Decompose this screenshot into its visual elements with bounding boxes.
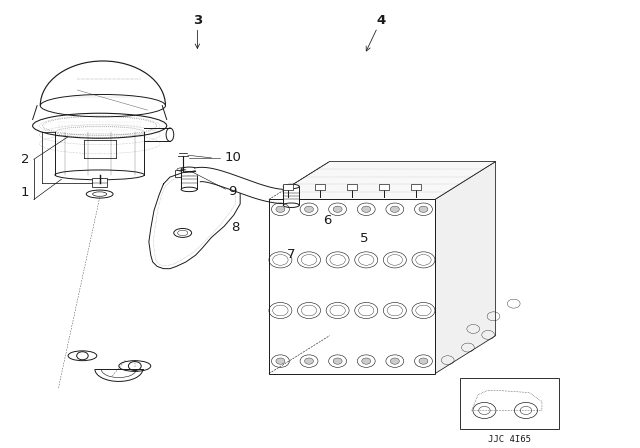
Text: 2: 2 — [20, 153, 29, 166]
Bar — [181, 169, 197, 190]
Text: 8: 8 — [232, 221, 240, 234]
Ellipse shape — [86, 190, 113, 198]
Circle shape — [390, 358, 399, 364]
Ellipse shape — [284, 184, 300, 189]
Ellipse shape — [336, 178, 387, 194]
Circle shape — [419, 206, 428, 212]
Circle shape — [276, 358, 285, 364]
Bar — [175, 169, 190, 177]
Circle shape — [362, 206, 371, 212]
Circle shape — [333, 206, 342, 212]
Polygon shape — [269, 161, 495, 199]
Ellipse shape — [181, 167, 197, 172]
Polygon shape — [435, 161, 495, 374]
Circle shape — [473, 402, 496, 418]
Text: 1: 1 — [20, 186, 29, 199]
Ellipse shape — [68, 351, 97, 361]
Bar — [379, 184, 389, 190]
Text: JJC 4I65: JJC 4I65 — [488, 435, 531, 444]
Ellipse shape — [119, 361, 151, 371]
Circle shape — [515, 402, 538, 418]
Bar — [92, 178, 108, 187]
Ellipse shape — [379, 205, 385, 216]
Ellipse shape — [181, 187, 197, 192]
Bar — [315, 184, 325, 190]
Bar — [347, 184, 357, 190]
Polygon shape — [195, 167, 299, 204]
Text: 6: 6 — [323, 214, 332, 227]
Circle shape — [276, 206, 285, 212]
Bar — [283, 184, 293, 190]
Circle shape — [362, 358, 371, 364]
Text: 9: 9 — [228, 185, 236, 198]
Bar — [355, 186, 369, 211]
Bar — [461, 378, 559, 430]
Bar — [411, 184, 421, 190]
Bar — [284, 186, 300, 205]
Text: 3: 3 — [193, 14, 202, 27]
Circle shape — [390, 206, 399, 212]
Text: 10: 10 — [224, 151, 241, 164]
Ellipse shape — [284, 203, 300, 207]
Circle shape — [419, 358, 428, 364]
Text: 7: 7 — [287, 248, 296, 261]
Circle shape — [333, 358, 342, 364]
Text: 4: 4 — [376, 14, 385, 27]
Circle shape — [305, 206, 314, 212]
Text: 5: 5 — [360, 232, 368, 245]
Bar — [340, 205, 382, 216]
Ellipse shape — [337, 205, 344, 216]
Circle shape — [305, 358, 314, 364]
Polygon shape — [269, 199, 435, 374]
